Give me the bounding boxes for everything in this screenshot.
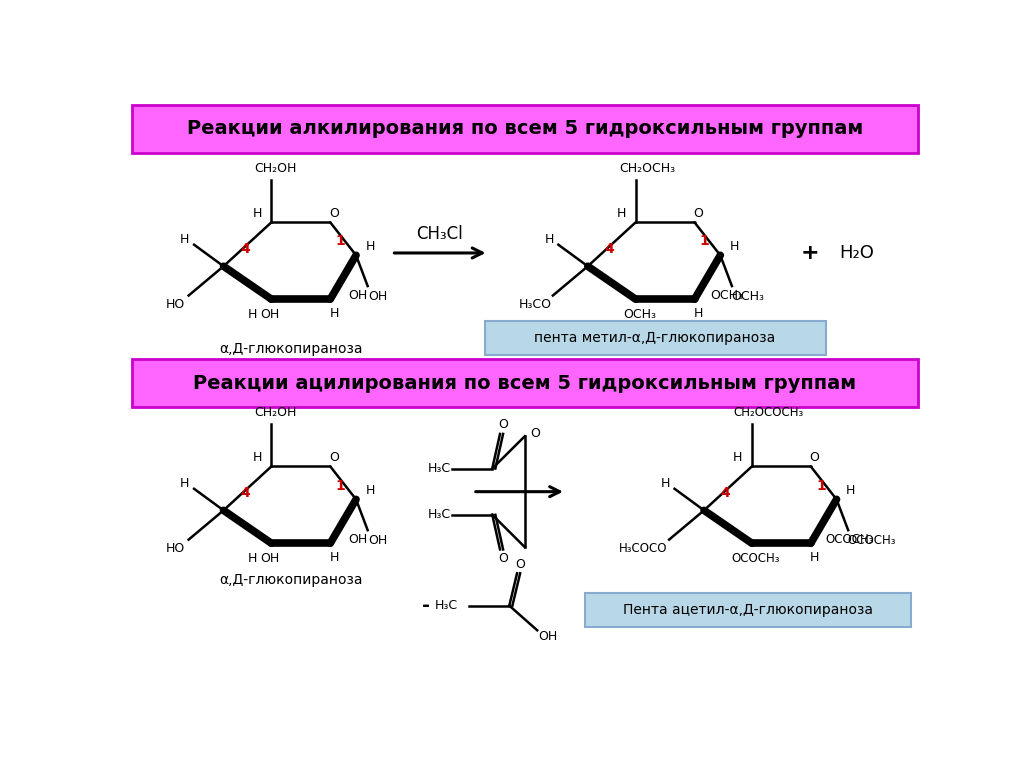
Text: OCH₃: OCH₃	[623, 308, 656, 321]
Text: 4: 4	[241, 486, 250, 500]
Text: HO: HO	[166, 542, 185, 555]
Text: H: H	[617, 206, 627, 219]
Text: H: H	[248, 308, 257, 321]
Text: H: H	[180, 477, 189, 490]
Text: OH: OH	[539, 630, 558, 643]
Text: H: H	[253, 206, 262, 219]
Bar	[484, 321, 825, 355]
Text: Реакции алкилирования по всем 5 гидроксильным группам: Реакции алкилирования по всем 5 гидрокси…	[186, 120, 863, 139]
Text: O: O	[515, 558, 525, 571]
Text: Реакции ацилирования по всем 5 гидроксильным группам: Реакции ацилирования по всем 5 гидроксил…	[194, 374, 856, 393]
Text: OCOCH₃: OCOCH₃	[731, 552, 780, 565]
Text: CH₂OCH₃: CH₂OCH₃	[620, 162, 675, 175]
Text: пента метил-α,Д-глюкопираноза: пента метил-α,Д-глюкопираноза	[535, 331, 775, 345]
Text: OH: OH	[348, 533, 367, 546]
Text: O: O	[329, 206, 339, 219]
Text: H: H	[545, 233, 554, 245]
Text: H₃CO: H₃CO	[518, 298, 552, 311]
Text: H₂O: H₂O	[839, 244, 873, 262]
Text: H: H	[253, 451, 262, 464]
Text: H₃COCO: H₃COCO	[620, 542, 668, 555]
Text: H: H	[248, 552, 257, 565]
Text: Пента ацетил-α,Д-глюкопираноза: Пента ацетил-α,Д-глюкопираноза	[623, 604, 873, 617]
Text: H: H	[180, 233, 189, 245]
Bar	[586, 594, 910, 627]
Text: -: -	[422, 596, 430, 615]
Text: H: H	[693, 307, 703, 320]
Text: H₃C: H₃C	[428, 462, 452, 475]
Text: H: H	[366, 239, 375, 252]
Text: HO: HO	[166, 298, 185, 311]
Text: 4: 4	[721, 486, 730, 500]
Text: H: H	[330, 551, 339, 564]
Text: 1: 1	[816, 479, 826, 492]
Text: H: H	[733, 451, 742, 464]
Text: O: O	[810, 451, 819, 464]
Text: +: +	[801, 243, 819, 263]
Text: α,Д-глюкопираноза: α,Д-глюкопираноза	[219, 342, 362, 356]
Text: O: O	[530, 426, 541, 439]
Text: O: O	[498, 418, 508, 431]
Text: 4: 4	[241, 242, 250, 256]
Text: OH: OH	[260, 308, 280, 321]
Text: H₃C: H₃C	[428, 509, 452, 522]
Text: CH₂OH: CH₂OH	[254, 406, 296, 419]
Text: CH₂OH: CH₂OH	[254, 162, 296, 175]
Text: H₃C: H₃C	[434, 599, 458, 612]
Text: 4: 4	[604, 242, 614, 256]
Text: O: O	[693, 206, 703, 219]
Text: OCOCH₃: OCOCH₃	[825, 533, 873, 546]
Text: O: O	[498, 552, 508, 565]
Text: OCH₃: OCH₃	[711, 289, 743, 302]
Text: OH: OH	[348, 289, 367, 302]
Text: CH₂OCOCH₃: CH₂OCOCH₃	[734, 406, 804, 419]
Text: H: H	[330, 307, 339, 320]
Text: H: H	[660, 477, 670, 490]
Text: 1: 1	[700, 235, 710, 249]
Text: H: H	[846, 484, 855, 496]
Text: OH: OH	[260, 552, 280, 565]
Text: O: O	[329, 451, 339, 464]
Text: OCOCH₃: OCOCH₃	[847, 535, 896, 548]
Text: OH: OH	[368, 291, 387, 304]
Text: H: H	[810, 551, 819, 564]
Bar	[132, 105, 918, 153]
Text: H: H	[729, 239, 739, 252]
Text: 1: 1	[336, 479, 345, 492]
Text: OCH₃: OCH₃	[731, 291, 764, 304]
Text: CH₃Cl: CH₃Cl	[416, 225, 463, 243]
Text: OH: OH	[368, 535, 387, 548]
Text: 1: 1	[336, 235, 345, 249]
Text: H: H	[366, 484, 375, 496]
Bar	[132, 359, 918, 407]
Text: α,Д-глюкопираноза: α,Д-глюкопираноза	[219, 573, 362, 588]
